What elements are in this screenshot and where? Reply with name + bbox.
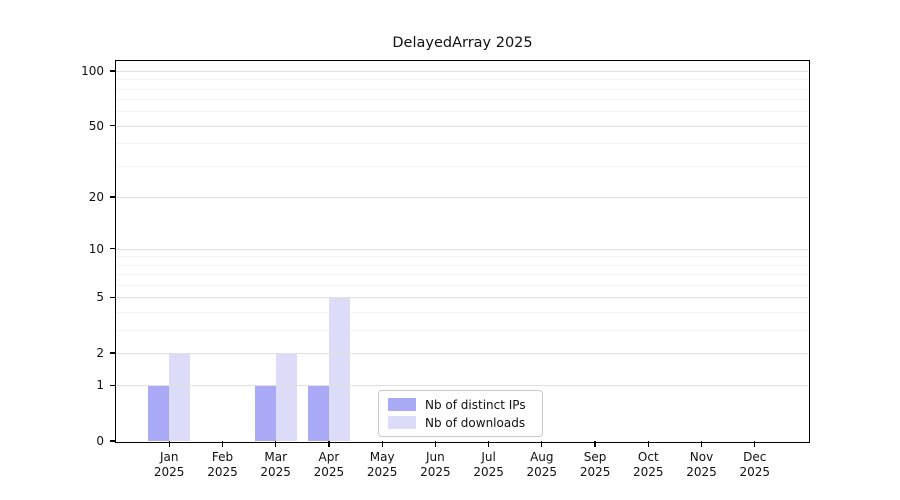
x-tick-label: Aug 2025 bbox=[502, 450, 582, 479]
bar-distinct-ips bbox=[254, 385, 276, 441]
x-tick-label-line: Feb bbox=[211, 450, 234, 464]
x-tick-label-line: Jan bbox=[159, 450, 179, 464]
x-tick-label-line: 2025 bbox=[473, 464, 504, 479]
x-tick-label-line: 2025 bbox=[526, 464, 558, 479]
x-tick-label: Jan 2025 bbox=[129, 450, 209, 479]
minor-gridline bbox=[116, 79, 808, 81]
x-tick-label-line: 2025 bbox=[633, 464, 664, 479]
x-tick-label-line: 2025 bbox=[260, 464, 291, 479]
x-tick-label-line: Jul bbox=[481, 450, 496, 464]
x-tick-mark bbox=[754, 441, 756, 447]
major-gridline bbox=[116, 196, 808, 198]
minor-gridline bbox=[116, 88, 808, 90]
legend-label: Nb of downloads bbox=[425, 415, 526, 430]
major-gridline bbox=[116, 125, 808, 127]
minor-gridline bbox=[116, 285, 808, 286]
minor-gridline bbox=[116, 256, 808, 258]
y-tick-mark bbox=[109, 440, 115, 442]
x-tick-label-line: 2025 bbox=[739, 464, 771, 479]
y-tick-mark bbox=[109, 296, 115, 299]
x-tick-mark bbox=[700, 441, 703, 447]
minor-gridline bbox=[116, 99, 808, 101]
x-tick-label-line: May bbox=[369, 450, 395, 464]
x-tick-mark bbox=[381, 441, 383, 447]
x-tick-label: May 2025 bbox=[342, 450, 422, 479]
x-tick-label-line: Dec bbox=[743, 450, 767, 464]
x-tick-label-line: 2025 bbox=[579, 464, 611, 479]
plot-area: 0 1 2 5 10 20 50 100 Jan 2025 Feb 2025 Mar 2025 Apr 202… bbox=[81, 60, 810, 479]
x-tick-label-line: Apr bbox=[318, 450, 340, 464]
x-tick-label: Nov 2025 bbox=[662, 450, 742, 479]
x-tick-mark bbox=[275, 441, 277, 447]
x-tick-mark bbox=[328, 441, 330, 447]
x-tick-mark bbox=[168, 441, 170, 447]
bar-downloads bbox=[328, 297, 350, 441]
legend-swatch bbox=[388, 398, 416, 411]
legend-row: Nb of distinct IPs bbox=[388, 398, 533, 412]
x-tick-label: Jul 2025 bbox=[449, 450, 529, 479]
x-tick-label-line: 2025 bbox=[420, 464, 451, 479]
x-tick-label-line: Nov bbox=[689, 450, 714, 464]
minor-gridline bbox=[116, 111, 808, 113]
x-tick-label: Feb 2025 bbox=[183, 450, 263, 479]
legend-row: Nb of downloads bbox=[388, 416, 533, 430]
chart-title: DelayedArray 2025 bbox=[392, 35, 533, 51]
x-tick-label-line: 2025 bbox=[153, 464, 185, 479]
major-gridline bbox=[116, 297, 808, 299]
legend-label: Nb of distinct IPs bbox=[425, 397, 526, 412]
x-tick-label-line: 2025 bbox=[686, 464, 717, 479]
major-gridline bbox=[116, 248, 808, 250]
x-tick-mark bbox=[594, 441, 596, 447]
bar-distinct-ips bbox=[148, 385, 170, 441]
x-tick-label-line: Mar bbox=[264, 450, 287, 464]
x-tick-mark bbox=[434, 441, 437, 447]
major-gridline bbox=[116, 352, 808, 354]
y-tick-label: 5 bbox=[96, 290, 104, 305]
legend: Nb of distinct IPs Nb of downloads bbox=[378, 390, 543, 437]
minor-gridline bbox=[116, 143, 808, 145]
y-tick-label: 1 bbox=[96, 378, 104, 393]
y-tick-mark bbox=[109, 384, 115, 387]
x-tick-label: Sep 2025 bbox=[555, 450, 635, 479]
y-tick-mark bbox=[109, 70, 115, 72]
x-tick-label: Mar 2025 bbox=[236, 450, 316, 479]
x-tick-label-line: Aug bbox=[530, 450, 554, 464]
major-gridline bbox=[116, 385, 808, 387]
bar-distinct-ips bbox=[307, 385, 329, 441]
major-gridline bbox=[116, 71, 808, 72]
x-tick-label: Oct 2025 bbox=[608, 450, 688, 479]
x-tick-mark bbox=[647, 441, 649, 447]
x-tick-label-line: Oct bbox=[637, 450, 659, 464]
minor-gridline bbox=[116, 274, 808, 276]
bar-downloads bbox=[275, 352, 297, 441]
y-tick-label: 2 bbox=[96, 345, 104, 360]
legend-swatch bbox=[388, 416, 416, 429]
y-tick-label: 100 bbox=[81, 64, 104, 78]
y-tick-mark bbox=[109, 248, 115, 250]
x-tick-label: Jun 2025 bbox=[395, 450, 475, 479]
y-tick-label: 20 bbox=[88, 189, 104, 204]
y-tick-mark bbox=[109, 196, 115, 198]
y-tick-mark bbox=[109, 352, 115, 354]
y-tick-label: 10 bbox=[88, 241, 104, 256]
x-tick-label-line: 2025 bbox=[207, 464, 238, 479]
x-tick-mark bbox=[487, 441, 490, 447]
x-tick-label-line: 2025 bbox=[366, 464, 398, 479]
x-tick-mark bbox=[221, 441, 224, 447]
y-tick-label: 0 bbox=[96, 434, 104, 448]
x-tick-label-line: 2025 bbox=[313, 464, 345, 479]
minor-gridline bbox=[116, 264, 808, 266]
minor-gridline bbox=[116, 165, 808, 167]
x-tick-label-line: Sep bbox=[583, 450, 607, 464]
x-tick-label-line: Jun bbox=[426, 450, 445, 464]
x-tick-mark bbox=[541, 441, 543, 447]
minor-gridline bbox=[116, 329, 808, 331]
bar-downloads bbox=[169, 352, 191, 441]
x-tick-label: Apr 2025 bbox=[289, 450, 369, 479]
y-tick-mark bbox=[109, 125, 115, 127]
y-tick-label: 50 bbox=[88, 118, 104, 133]
x-tick-label: Dec 2025 bbox=[715, 450, 795, 479]
minor-gridline bbox=[116, 312, 808, 313]
